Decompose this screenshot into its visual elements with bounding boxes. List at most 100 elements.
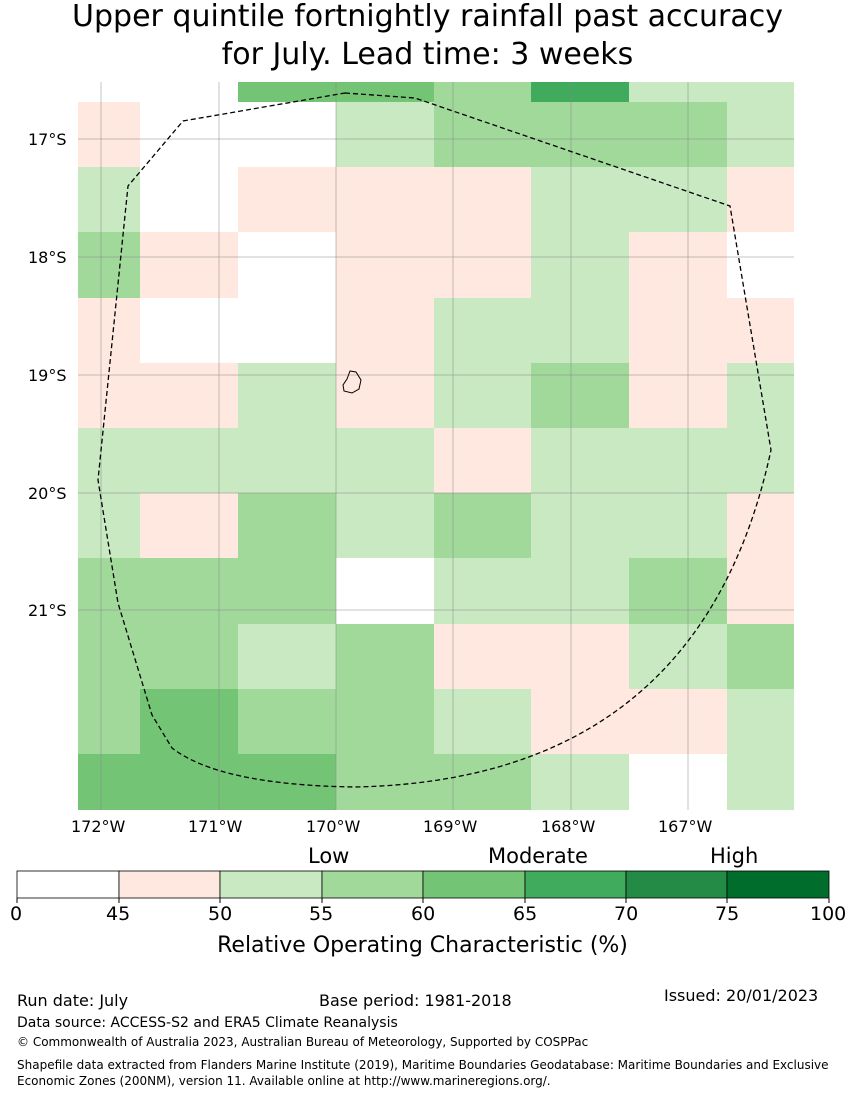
colorbar-swatch (219, 870, 323, 899)
lat-label-17s: 17°S (28, 130, 67, 149)
grid-cell (238, 82, 336, 102)
grid-cell (434, 493, 531, 558)
tick-65: 65 (513, 903, 538, 925)
category-high: High (710, 844, 759, 868)
grid-cell (531, 624, 629, 689)
grid-cell (629, 167, 727, 232)
grid-cell (727, 102, 794, 167)
grid-cell (629, 363, 727, 428)
grid-cell (336, 754, 434, 810)
grid-cell (140, 558, 238, 624)
grid-cell (238, 167, 336, 232)
grid-cell (434, 558, 531, 624)
grid-cell (434, 363, 531, 428)
grid-cell (336, 298, 434, 363)
grid-cell (238, 493, 336, 558)
grid-cell (140, 493, 238, 558)
grid-cell (434, 232, 531, 298)
grid-cell (336, 167, 434, 232)
tick-0: 0 (10, 903, 23, 925)
category-moderate: Moderate (488, 844, 588, 868)
colorbar-swatch (422, 870, 526, 899)
grid-cell (336, 102, 434, 167)
lon-label-167w: 167°W (658, 817, 713, 836)
grid-cell (434, 167, 531, 232)
grid-cell (78, 428, 140, 493)
grid-cell (629, 82, 727, 102)
grid-cell (629, 689, 727, 754)
grid-cell (629, 624, 727, 689)
base-period: Base period: 1981-2018 (319, 991, 512, 1010)
grid-cell (336, 232, 434, 298)
grid-cell (629, 232, 727, 298)
grid-cell (727, 363, 794, 428)
tick-45: 45 (106, 903, 131, 925)
grid-cell (727, 624, 794, 689)
grid-cell (434, 428, 531, 493)
grid-cell (629, 428, 727, 493)
title-line-2: for July. Lead time: 3 weeks (221, 37, 634, 72)
grid-cell (531, 82, 629, 102)
grid-cell (238, 558, 336, 624)
grid-cell (727, 82, 794, 102)
grid-cell (238, 689, 336, 754)
grid-cell (727, 754, 794, 810)
tick-60: 60 (411, 903, 436, 925)
grid-cell (140, 689, 238, 754)
grid-cell (434, 102, 531, 167)
lon-label-169w: 169°W (423, 817, 478, 836)
shapefile-credit: Shapefile data extracted from Flanders M… (17, 1058, 829, 1088)
lon-label-171w: 171°W (188, 817, 243, 836)
grid-cell (531, 493, 629, 558)
grid-cell (531, 232, 629, 298)
grid-cell (531, 428, 629, 493)
grid-cell (727, 493, 794, 558)
run-date: Run date: July (17, 991, 129, 1010)
grid-cell (531, 558, 629, 624)
grid-cell (140, 754, 238, 810)
grid-cell (434, 624, 531, 689)
grid-cell (78, 167, 140, 232)
colorbar-swatch (726, 870, 830, 899)
lat-label-21s: 21°S (28, 601, 67, 620)
title-line-1: Upper quintile fortnightly rainfall past… (72, 0, 783, 34)
lon-label-170w: 170°W (306, 817, 361, 836)
colorbar-label: Relative Operating Characteristic (%) (217, 933, 628, 958)
tick-50: 50 (208, 903, 233, 925)
lat-label-20s: 20°S (28, 484, 67, 503)
grid-cell (531, 298, 629, 363)
grid-cell (78, 689, 140, 754)
grid-cell (336, 689, 434, 754)
grid-cell (336, 493, 434, 558)
colorbar-swatch (321, 870, 424, 899)
grid-cell (336, 363, 434, 428)
tick-55: 55 (309, 903, 334, 925)
grid-cell (629, 493, 727, 558)
eez-boundary (97, 92, 772, 788)
grid-cell (140, 624, 238, 689)
tick-70: 70 (614, 903, 639, 925)
copyright: © Commonwealth of Australia 2023, Austra… (17, 1035, 589, 1049)
grid-cell (78, 624, 140, 689)
colorbar-swatch (118, 870, 221, 899)
issued-date: Issued: 20/01/2023 (664, 986, 819, 1005)
colorbar (16, 870, 830, 903)
grid-cell (727, 689, 794, 754)
grid-cell (531, 363, 629, 428)
lat-label-19s: 19°S (28, 366, 67, 385)
colorbar-swatch (524, 870, 627, 899)
grid-cell (78, 232, 140, 298)
grid-cell (531, 689, 629, 754)
grid-cell (336, 428, 434, 493)
tick-75: 75 (715, 903, 740, 925)
grid-cell (727, 298, 794, 363)
grid-cell (140, 363, 238, 428)
grid-cell (238, 363, 336, 428)
grid-cell (336, 624, 434, 689)
grid-cell (629, 102, 727, 167)
grid-cell (434, 298, 531, 363)
lon-label-172w: 172°W (71, 817, 126, 836)
accuracy-grid (78, 82, 794, 810)
grid-cell (78, 298, 140, 363)
